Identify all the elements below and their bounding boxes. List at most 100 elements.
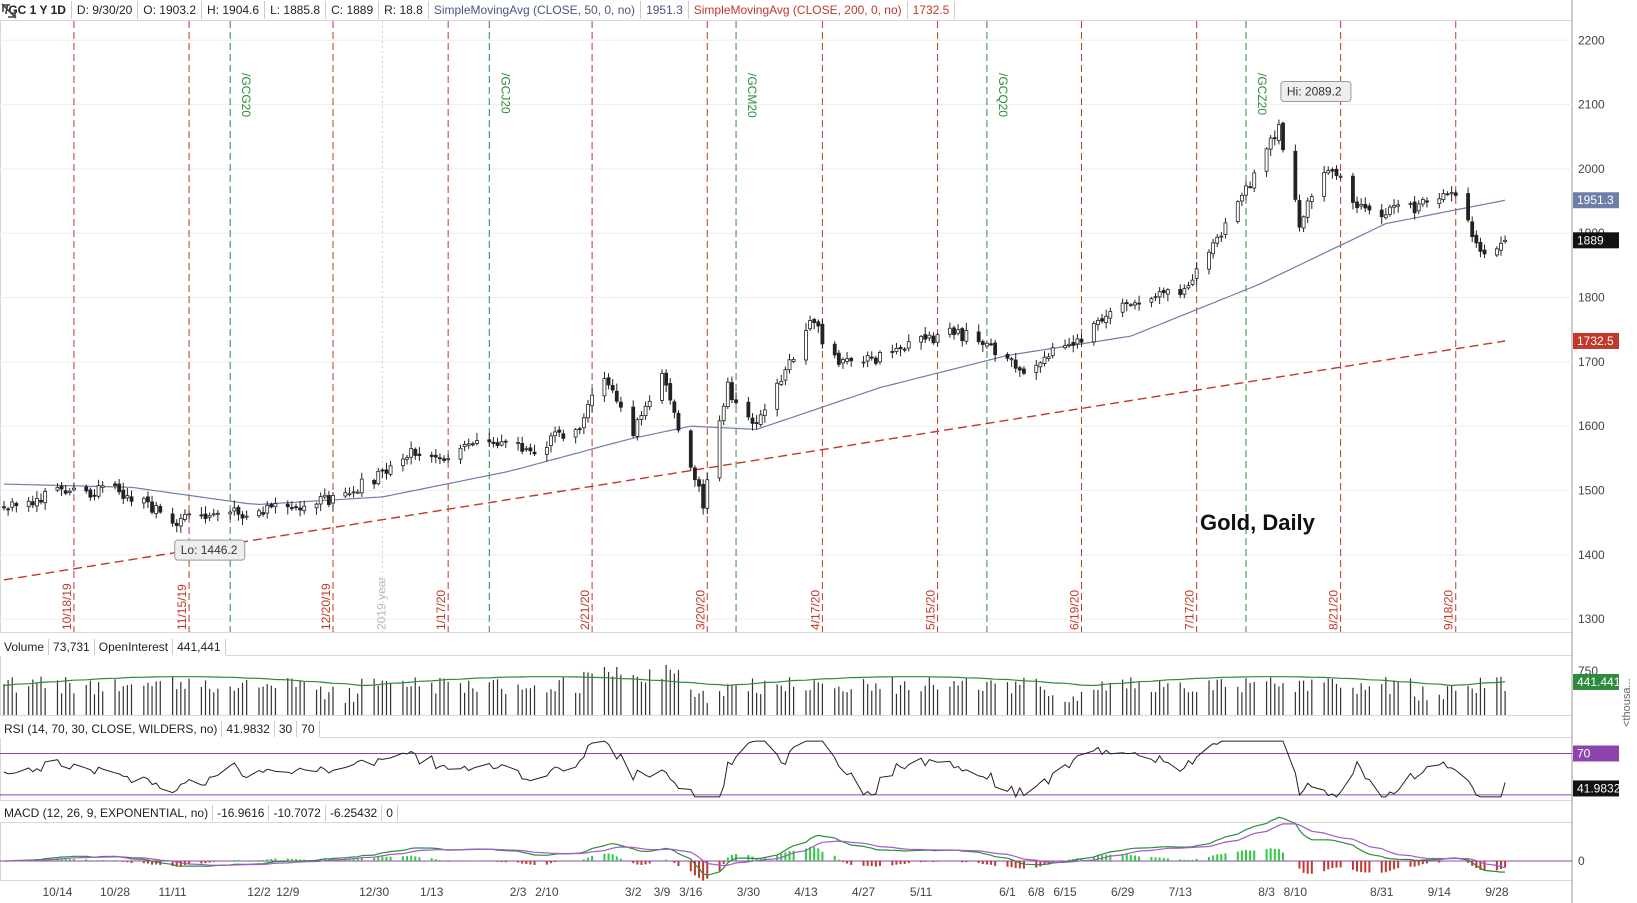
candle-body bbox=[775, 382, 780, 410]
candle-body bbox=[43, 491, 48, 504]
candle-body bbox=[1334, 168, 1339, 176]
candle-body bbox=[351, 491, 356, 494]
candle-body bbox=[816, 321, 821, 327]
oi-value-tag-bg bbox=[1573, 673, 1619, 690]
hi-label: Hi: 2089.2 bbox=[1287, 85, 1342, 99]
sma200-study-label[interactable]: SimpleMovingAvg (CLOSE, 200, 0, no) bbox=[689, 1, 908, 19]
candle-body bbox=[1383, 214, 1388, 219]
candle-body bbox=[561, 433, 566, 439]
candle-body bbox=[1359, 204, 1364, 207]
candle-body bbox=[730, 382, 734, 401]
close-label: C: 1889 bbox=[326, 1, 380, 19]
candle-body bbox=[643, 405, 648, 416]
expiration-label: 7/17/20 bbox=[1183, 590, 1197, 630]
candle-body bbox=[355, 491, 360, 494]
candle-body bbox=[1124, 302, 1129, 305]
candle-body bbox=[30, 501, 35, 506]
candle-body bbox=[158, 506, 163, 513]
candle-body bbox=[1272, 137, 1277, 140]
candle-body bbox=[746, 401, 751, 418]
candle-body bbox=[63, 490, 68, 494]
candle-body bbox=[676, 412, 681, 431]
candle-body bbox=[618, 401, 623, 408]
candle-body bbox=[1149, 298, 1154, 303]
rsi-study-label[interactable]: RSI (14, 70, 30, CLOSE, WILDERS, no) bbox=[0, 721, 223, 737]
candle-body bbox=[1034, 364, 1039, 373]
x-tick-label: 5/11 bbox=[910, 885, 933, 899]
candle-body bbox=[787, 359, 792, 371]
candle-body bbox=[1293, 150, 1298, 200]
candle-body bbox=[429, 454, 434, 457]
sma50-value: 1951.3 bbox=[641, 1, 689, 19]
open-interest-label[interactable]: OpenInterest bbox=[95, 639, 174, 655]
candle-body bbox=[1305, 200, 1310, 218]
volume-study-label[interactable]: Volume bbox=[0, 639, 50, 655]
candle-body bbox=[491, 441, 496, 444]
x-tick-label: 3/30 bbox=[737, 885, 761, 899]
candle-body bbox=[927, 334, 932, 339]
macd-study-label[interactable]: MACD (12, 26, 9, EXPONENTIAL, no) bbox=[0, 805, 214, 821]
candle-body bbox=[660, 373, 664, 401]
candle-body bbox=[2, 506, 6, 509]
candle-body bbox=[865, 355, 870, 362]
price-tick-label: 1500 bbox=[1578, 484, 1605, 498]
macd-histogram bbox=[7, 846, 1507, 881]
sma50-study-label[interactable]: SimpleMovingAvg (CLOSE, 50, 0, no) bbox=[429, 1, 642, 19]
candle-body bbox=[183, 514, 187, 520]
x-tick-label: 9/14 bbox=[1428, 885, 1452, 899]
candle-body bbox=[993, 342, 998, 356]
candle-body bbox=[549, 435, 553, 446]
candle-body bbox=[532, 451, 537, 455]
volume-unit-label: <thousa... bbox=[1621, 678, 1633, 727]
candle-body bbox=[1071, 342, 1076, 346]
macd-zero-value: 0 bbox=[382, 805, 398, 821]
candle-body bbox=[590, 394, 595, 407]
candle-body bbox=[244, 515, 249, 518]
candle-body bbox=[639, 415, 644, 420]
candle-body bbox=[836, 352, 841, 365]
candle-body bbox=[372, 479, 377, 485]
price-tick-label: 1800 bbox=[1578, 291, 1605, 305]
rsi-header: RSI (14, 70, 30, CLOSE, WILDERS, no) 41.… bbox=[0, 720, 320, 738]
price-tick-label: 2200 bbox=[1578, 33, 1605, 47]
candle-body bbox=[257, 510, 261, 517]
candle-body bbox=[923, 334, 928, 340]
sma200-line bbox=[3, 340, 1506, 581]
price-tick-label: 1700 bbox=[1578, 355, 1605, 369]
sma50-price-tag-bg bbox=[1573, 192, 1619, 209]
candle-body bbox=[84, 486, 89, 492]
candle-body bbox=[1022, 368, 1026, 374]
candle-body bbox=[964, 330, 969, 342]
candle-body bbox=[1219, 235, 1224, 238]
expand-icon[interactable] bbox=[0, 2, 18, 20]
rsi-value-tag: 41.9832 bbox=[1577, 781, 1621, 795]
candle-body bbox=[1379, 209, 1384, 218]
candle-body bbox=[298, 507, 303, 511]
candle-body bbox=[314, 503, 319, 509]
x-tick-label: 11/11 bbox=[158, 885, 187, 899]
candle-body bbox=[1178, 289, 1183, 295]
macd-line bbox=[3, 816, 1506, 876]
candle-body bbox=[898, 346, 903, 350]
symbol-label[interactable]: /GC 1 Y 1D bbox=[0, 1, 72, 19]
macd-header: MACD (12, 26, 9, EXPONENTIAL, no) -16.96… bbox=[0, 804, 398, 822]
price-tick-label: 2000 bbox=[1578, 162, 1605, 176]
rsi-value: 41.9832 bbox=[222, 721, 275, 737]
candle-body bbox=[1038, 362, 1043, 368]
candle-body bbox=[976, 331, 981, 343]
candle-body bbox=[758, 414, 763, 425]
candle-body bbox=[331, 494, 335, 504]
candle-body bbox=[631, 406, 636, 437]
candle-body bbox=[1420, 199, 1425, 205]
candle-body bbox=[577, 428, 582, 431]
x-tick-label: 8/31 bbox=[1370, 885, 1394, 899]
candle-body bbox=[1503, 239, 1507, 242]
candle-body bbox=[697, 479, 701, 487]
candle-body bbox=[606, 377, 611, 386]
candle-body bbox=[26, 500, 31, 508]
candle-body bbox=[154, 505, 159, 515]
close-price-tag-bg bbox=[1573, 232, 1619, 249]
x-tick-label: 3/16 bbox=[679, 885, 703, 899]
candle-body bbox=[705, 479, 710, 509]
